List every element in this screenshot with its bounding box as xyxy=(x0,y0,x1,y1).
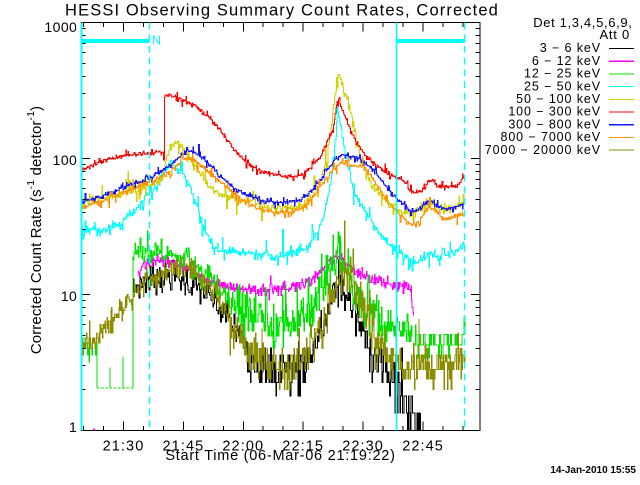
svg-text:50 − 100 keV: 50 − 100 keV xyxy=(516,92,601,106)
svg-text:3 − 6 keV: 3 − 6 keV xyxy=(540,41,601,55)
svg-text:Start Time (06-Mar-06 21:19:22: Start Time (06-Mar-06 21:19:22) xyxy=(165,448,395,464)
svg-text:HESSI Observing Summary Count: HESSI Observing Summary Count Rates, Cor… xyxy=(65,1,499,19)
svg-text:1000: 1000 xyxy=(44,19,77,35)
svg-text:1: 1 xyxy=(69,419,77,435)
svg-text:22:15: 22:15 xyxy=(282,438,324,454)
svg-text:300 − 800 keV: 300 − 800 keV xyxy=(508,117,601,131)
svg-text:25 − 50 keV: 25 − 50 keV xyxy=(524,79,601,93)
svg-text:Det 1,3,4,5,6,9,: Det 1,3,4,5,6,9, xyxy=(533,15,632,30)
svg-text:100 − 300 keV: 100 − 300 keV xyxy=(508,105,601,119)
svg-text:21:30: 21:30 xyxy=(103,438,145,454)
svg-text:Att 0: Att 0 xyxy=(600,27,631,42)
svg-text:14-Jan-2010 15:55: 14-Jan-2010 15:55 xyxy=(550,465,636,476)
svg-text:10: 10 xyxy=(61,288,77,304)
svg-text:22:00: 22:00 xyxy=(222,438,264,454)
svg-text:12 − 25 keV: 12 − 25 keV xyxy=(524,67,601,81)
svg-text:7000 − 20000 keV: 7000 − 20000 keV xyxy=(485,143,601,157)
svg-text:21:45: 21:45 xyxy=(163,438,205,454)
svg-text:6 − 12 keV: 6 − 12 keV xyxy=(532,54,601,68)
svg-text:Corrected Count Rate (s-1 dete: Corrected Count Rate (s-1 detector-1) xyxy=(25,106,45,354)
svg-text:N: N xyxy=(152,34,161,48)
svg-text:100: 100 xyxy=(53,152,78,168)
svg-text:22:30: 22:30 xyxy=(342,438,384,454)
svg-text:800 − 7000 keV: 800 − 7000 keV xyxy=(500,130,601,144)
svg-text:22:45: 22:45 xyxy=(402,438,444,454)
